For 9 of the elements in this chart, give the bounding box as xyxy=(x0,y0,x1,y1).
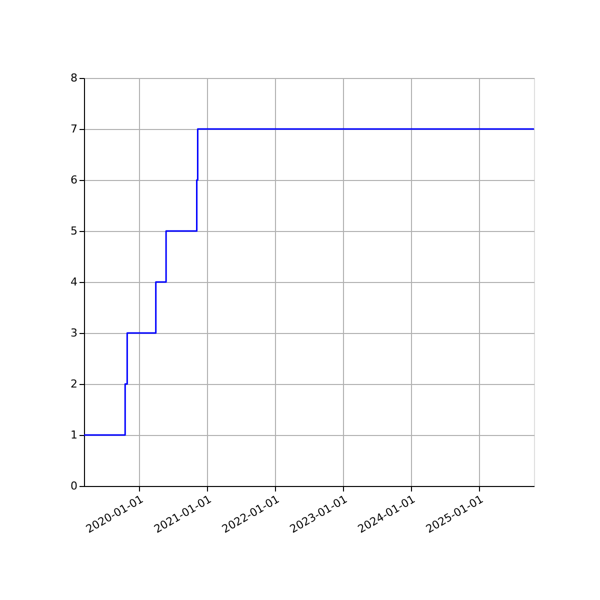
y-tick-label: 2 xyxy=(70,378,78,390)
y-tick-label: 8 xyxy=(70,72,78,84)
y-tick-label: 6 xyxy=(70,174,78,186)
y-tick-label: 7 xyxy=(70,122,78,136)
y-tick-label: 5 xyxy=(70,224,78,238)
y-tick-label: 3 xyxy=(70,326,78,340)
y-tick-label: 4 xyxy=(70,276,78,288)
y-tick-label: 0 xyxy=(70,480,78,492)
y-tick-label: 1 xyxy=(70,428,78,442)
